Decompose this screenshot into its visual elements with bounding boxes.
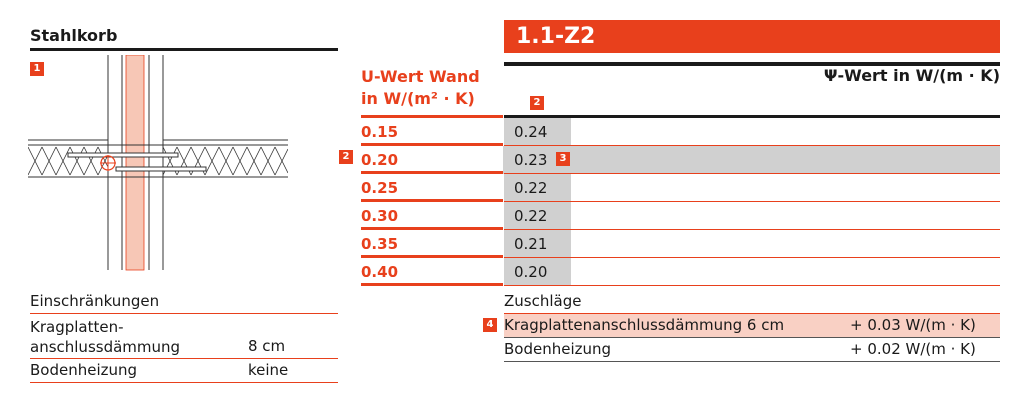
row-marker-badge: 2 <box>339 150 353 164</box>
divider <box>30 313 338 314</box>
psi-value: 0.21 <box>504 230 571 258</box>
restriction-label-line2: anschlussdämmung <box>30 338 181 356</box>
surcharge-value: + 0.03 W/(m · K) <box>850 316 976 334</box>
table-row: 0.15 0.24 <box>361 118 1000 146</box>
psi-value: 0.22 <box>504 202 571 230</box>
row-line <box>504 257 1000 258</box>
row-line <box>504 145 1000 146</box>
row-line <box>504 173 1000 174</box>
row-rule <box>361 255 503 258</box>
surcharge-value: + 0.02 W/(m · K) <box>850 340 976 358</box>
table-header-rule <box>504 115 1000 118</box>
u-value: 0.35 <box>361 235 399 253</box>
u-value-header: U-Wert Wand in W/(m² · K) <box>361 66 480 110</box>
surcharge-label: Bodenheizung <box>504 340 612 358</box>
row-rule <box>361 283 503 286</box>
row-line <box>504 201 1000 202</box>
row-rule <box>361 143 503 146</box>
restriction-value: 8 cm <box>248 337 286 355</box>
marker-badge: 1 <box>30 62 44 76</box>
table-row: 0.35 0.21 <box>361 230 1000 258</box>
surcharge-highlight <box>504 314 1000 337</box>
divider <box>504 313 1000 314</box>
u-value: 0.20 <box>361 151 399 169</box>
surcharges-title: Zuschläge <box>504 292 582 310</box>
table-row: 0.30 0.22 <box>361 202 1000 230</box>
table-row-highlight-bg <box>503 146 1000 174</box>
value-marker-badge: 3 <box>556 152 570 166</box>
psi-value: 0.22 <box>504 174 571 202</box>
psi-value: 0.20 <box>504 258 571 286</box>
construction-code: 1.1-Z2 <box>504 20 1000 53</box>
row-rule <box>361 227 503 230</box>
psi-value: 0.23 <box>514 151 548 169</box>
psi-header-rule <box>504 62 1000 66</box>
u-value: 0.40 <box>361 263 399 281</box>
table-row: 0.20 0.23 <box>361 146 1000 174</box>
restriction-label: Bodenheizung <box>30 361 138 379</box>
psi-value-header: Ψ-Wert in W/(m · K) <box>823 66 1000 85</box>
row-line <box>504 229 1000 230</box>
title-rule <box>30 48 338 51</box>
psi-value: 0.24 <box>504 118 571 146</box>
u-value: 0.25 <box>361 179 399 197</box>
column-marker-badge: 2 <box>530 96 544 110</box>
u-value: 0.15 <box>361 123 399 141</box>
divider <box>30 382 338 383</box>
restriction-label-line1: Kragplatten- <box>30 318 124 336</box>
divider <box>504 337 1000 338</box>
surcharge-label: Kragplattenanschlussdämmung 6 cm <box>504 316 785 334</box>
divider <box>504 361 1000 362</box>
surcharge-marker-badge: 4 <box>483 318 497 332</box>
u-header-rule <box>361 115 503 118</box>
section-title: Stahlkorb <box>30 26 118 45</box>
restrictions-title: Einschränkungen <box>30 292 160 310</box>
table-row: 0.40 0.20 <box>361 258 1000 286</box>
restriction-value: keine <box>248 361 289 379</box>
u-value-header-line1: U-Wert Wand <box>361 67 480 86</box>
u-value-header-line2: in W/(m² · K) <box>361 89 475 108</box>
divider <box>30 358 338 359</box>
u-value: 0.30 <box>361 207 399 225</box>
construction-detail-drawing <box>28 55 288 271</box>
restriction-label: Kragplatten- anschlussdämmung <box>30 317 180 357</box>
row-rule <box>361 199 503 202</box>
table-row: 0.25 0.22 <box>361 174 1000 202</box>
row-rule <box>361 171 503 174</box>
row-line <box>504 285 1000 286</box>
